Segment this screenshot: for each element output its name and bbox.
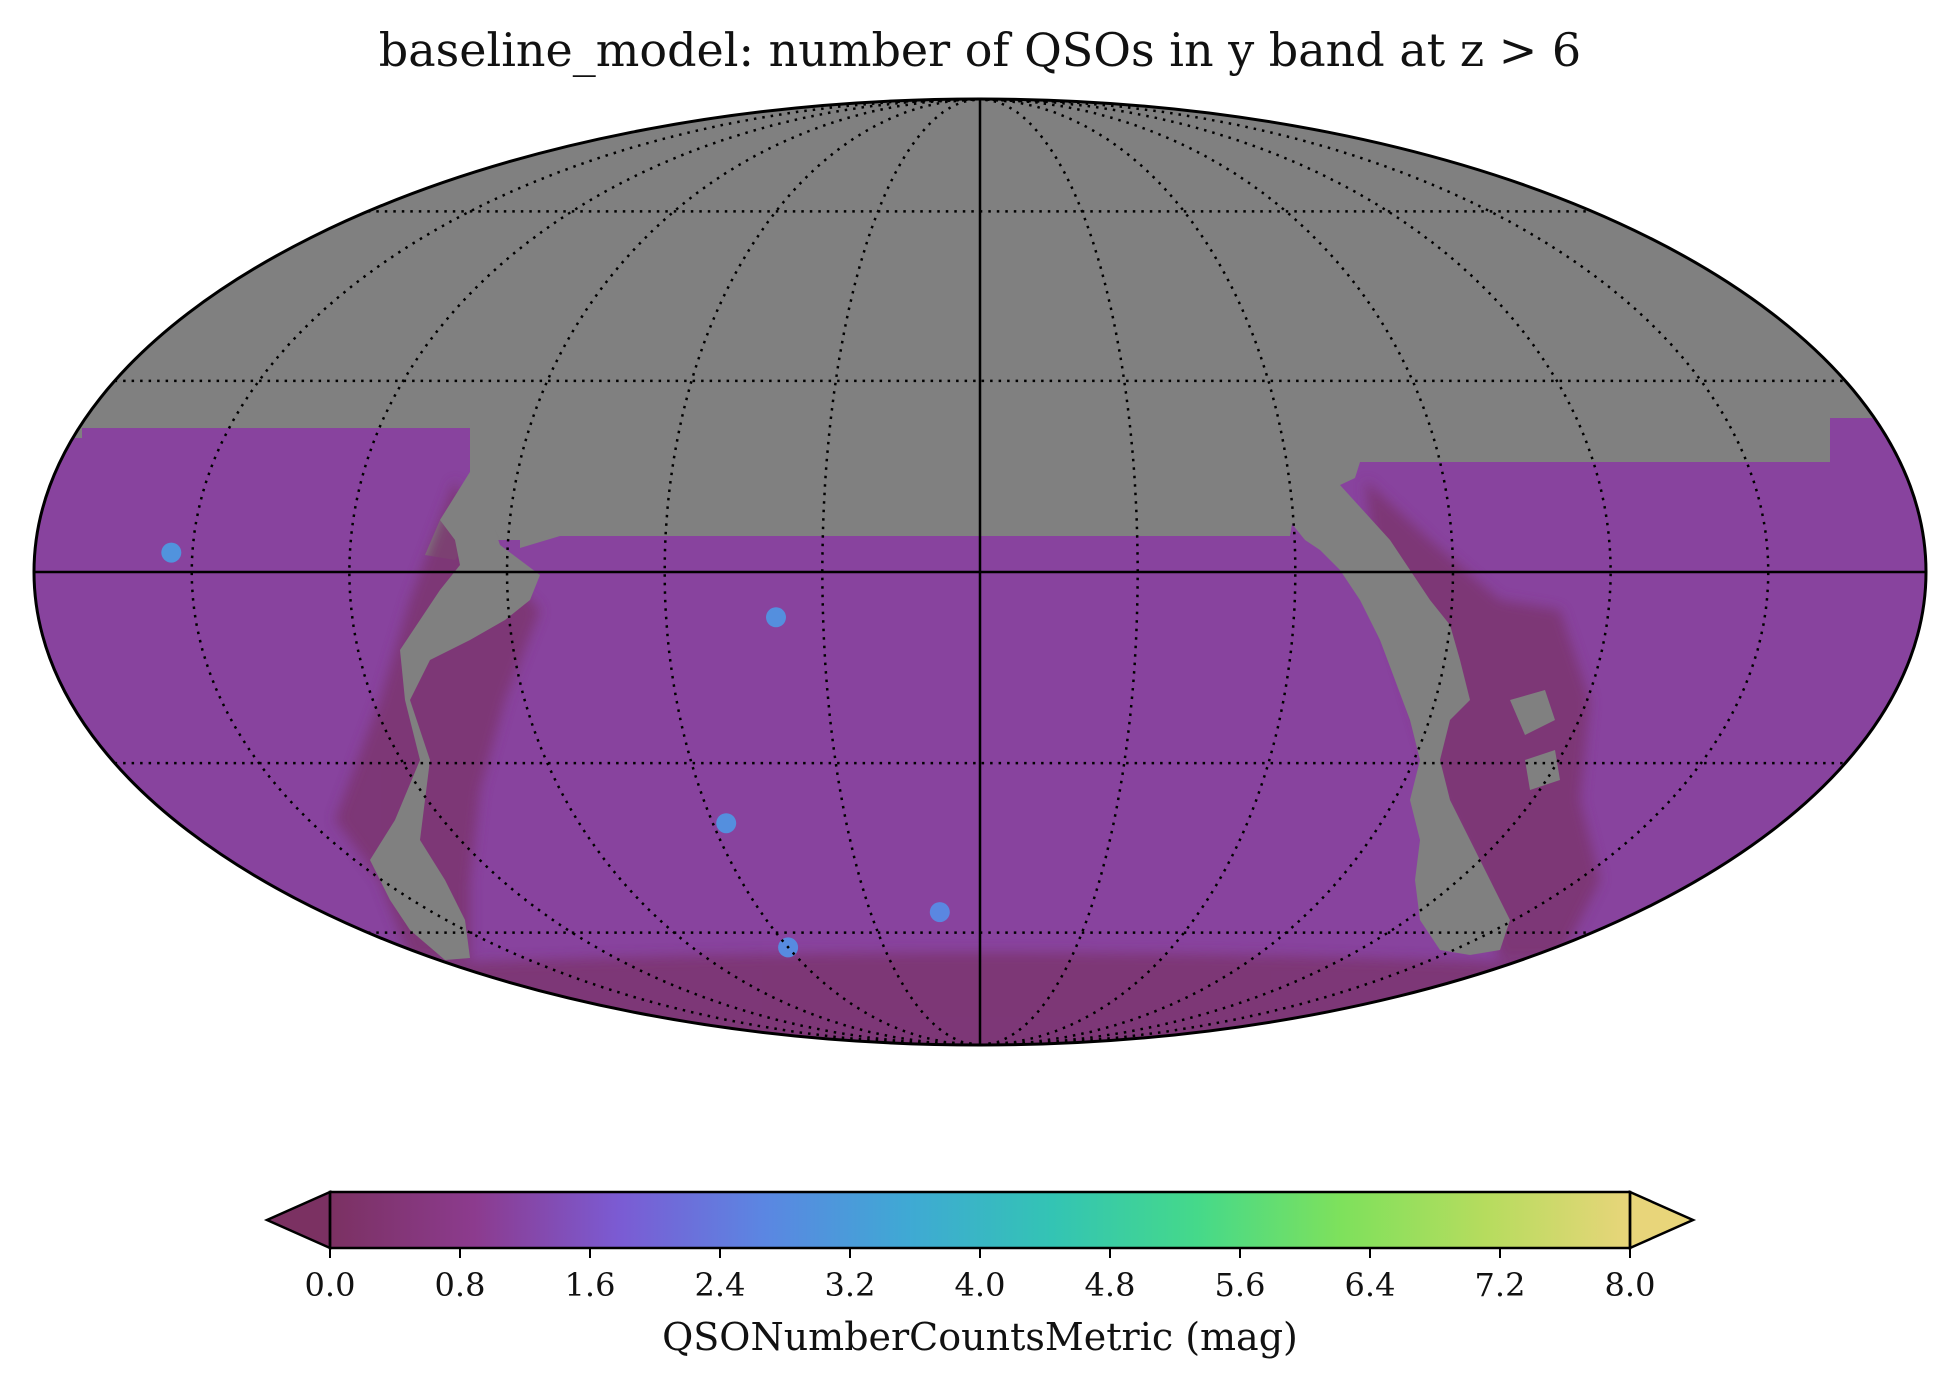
colorbar-tick-label: 0.0 — [305, 1266, 356, 1304]
colorbar: 0.0 0.8 1.6 2.4 3.2 4.0 4.8 5.6 6.4 7.2 8.0 QSONum… — [263, 1190, 1697, 1359]
colorbar-tick-label: 7.2 — [1475, 1266, 1526, 1304]
colorbar-tick-label: 8.0 — [1605, 1266, 1656, 1304]
masked-galactic-plane-left — [370, 472, 540, 960]
deep-field-spot — [716, 813, 737, 834]
colorbar-tick-label: 4.0 — [955, 1266, 1006, 1304]
colorbar-tick-label: 6.4 — [1345, 1266, 1396, 1304]
colorbar-label: QSONumberCountsMetric (mag) — [662, 1315, 1298, 1359]
deep-field-spot — [929, 902, 950, 923]
colorbar-tick-label: 4.8 — [1085, 1266, 1136, 1304]
chart-title: baseline_model: number of QSOs in y band… — [379, 23, 1581, 77]
colorbar-tick-label: 0.8 — [435, 1266, 486, 1304]
colorbar-extend-high — [1628, 1190, 1697, 1250]
masked-speckles-right — [1510, 690, 1560, 790]
colorbar-tick-label: 1.6 — [565, 1266, 616, 1304]
map-boundary — [32, 97, 1928, 1047]
deep-field-spot — [766, 607, 786, 628]
colorbar-tick-label: 2.4 — [695, 1266, 746, 1304]
colorbar-extend-low — [263, 1190, 332, 1250]
masked-galactic-plane-right — [1292, 460, 1510, 955]
reference-lines — [34, 99, 1926, 1045]
colorbar-tick-label: 5.6 — [1215, 1266, 1266, 1304]
deep-field-spot — [161, 542, 182, 563]
colorbar-gradient — [330, 1192, 1630, 1248]
colorbar-tick-label: 3.2 — [825, 1266, 876, 1304]
